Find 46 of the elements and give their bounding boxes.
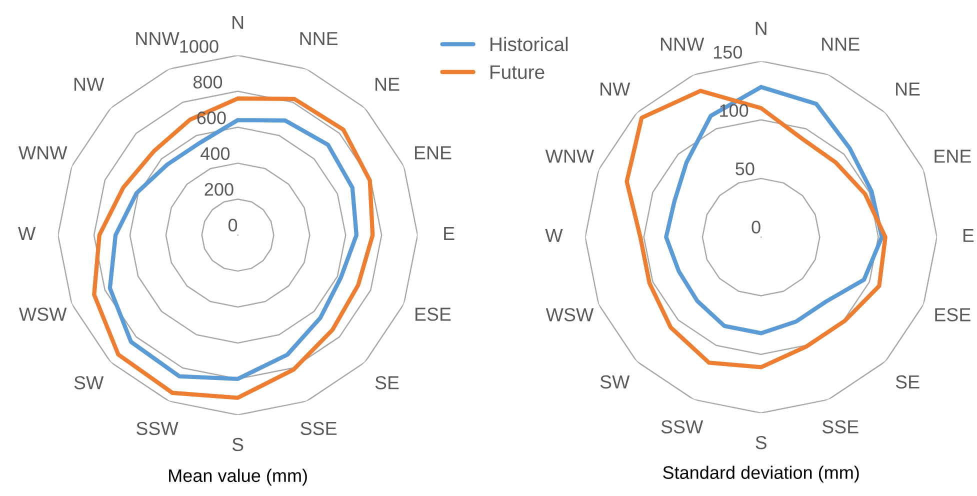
spoke-label: SW bbox=[74, 376, 104, 390]
spoke-label: SE bbox=[896, 375, 920, 389]
spoke-label: WNW bbox=[18, 146, 68, 160]
spoke-label: NE bbox=[896, 82, 920, 96]
spoke-label: S bbox=[232, 438, 244, 452]
y-tick-label: 600 bbox=[197, 111, 226, 124]
spoke-label: SW bbox=[600, 375, 630, 389]
spoke-label: SE bbox=[375, 376, 399, 390]
spoke-label: WNW bbox=[545, 150, 594, 163]
y-tick-label: 50 bbox=[736, 162, 754, 176]
spoke-label: NNE bbox=[822, 38, 860, 51]
y-tick-label: 1000 bbox=[180, 40, 218, 53]
spoke-label: NW bbox=[600, 82, 630, 96]
spoke-label: NW bbox=[74, 78, 104, 91]
spoke-label: SSW bbox=[661, 420, 704, 434]
spoke-label: NNW bbox=[136, 32, 180, 45]
spoke-label: SSE bbox=[822, 420, 858, 434]
spoke-label: WSW bbox=[546, 308, 594, 322]
legend-label: Historical bbox=[490, 36, 568, 52]
spoke-label: ESE bbox=[935, 308, 970, 322]
spoke-label: E bbox=[963, 229, 974, 242]
spoke-label: W bbox=[18, 227, 36, 240]
spoke-label: S bbox=[756, 436, 766, 450]
spoke-label: NNW bbox=[660, 38, 704, 51]
spoke-label: SSW bbox=[136, 422, 178, 436]
spoke-label: WSW bbox=[18, 308, 67, 321]
legend-label: Future bbox=[490, 65, 544, 80]
y-tick-label: 150 bbox=[714, 46, 742, 59]
spoke-label: ENE bbox=[934, 150, 971, 163]
y-tick-label: 400 bbox=[200, 147, 230, 160]
spoke-label: NNE bbox=[300, 32, 338, 45]
text: Mean value (mm) bbox=[169, 468, 307, 486]
spoke-label: ESE bbox=[416, 308, 451, 321]
spoke-label: W bbox=[545, 229, 563, 242]
y-tick-label: 0 bbox=[228, 218, 238, 232]
spoke-label: N bbox=[232, 16, 244, 29]
y-tick-label: 100 bbox=[720, 104, 748, 117]
spoke-label: E bbox=[444, 227, 454, 240]
spoke-label: SSE bbox=[300, 422, 337, 436]
spoke-label: N bbox=[756, 22, 766, 35]
y-tick-label: 0 bbox=[752, 220, 760, 234]
y-tick-label: 200 bbox=[204, 182, 234, 196]
text: Standard deviation (mm) bbox=[663, 466, 859, 483]
spoke-label: NE bbox=[376, 78, 400, 91]
y-tick-label: 800 bbox=[193, 76, 222, 89]
spoke-label: ENE bbox=[415, 146, 452, 160]
